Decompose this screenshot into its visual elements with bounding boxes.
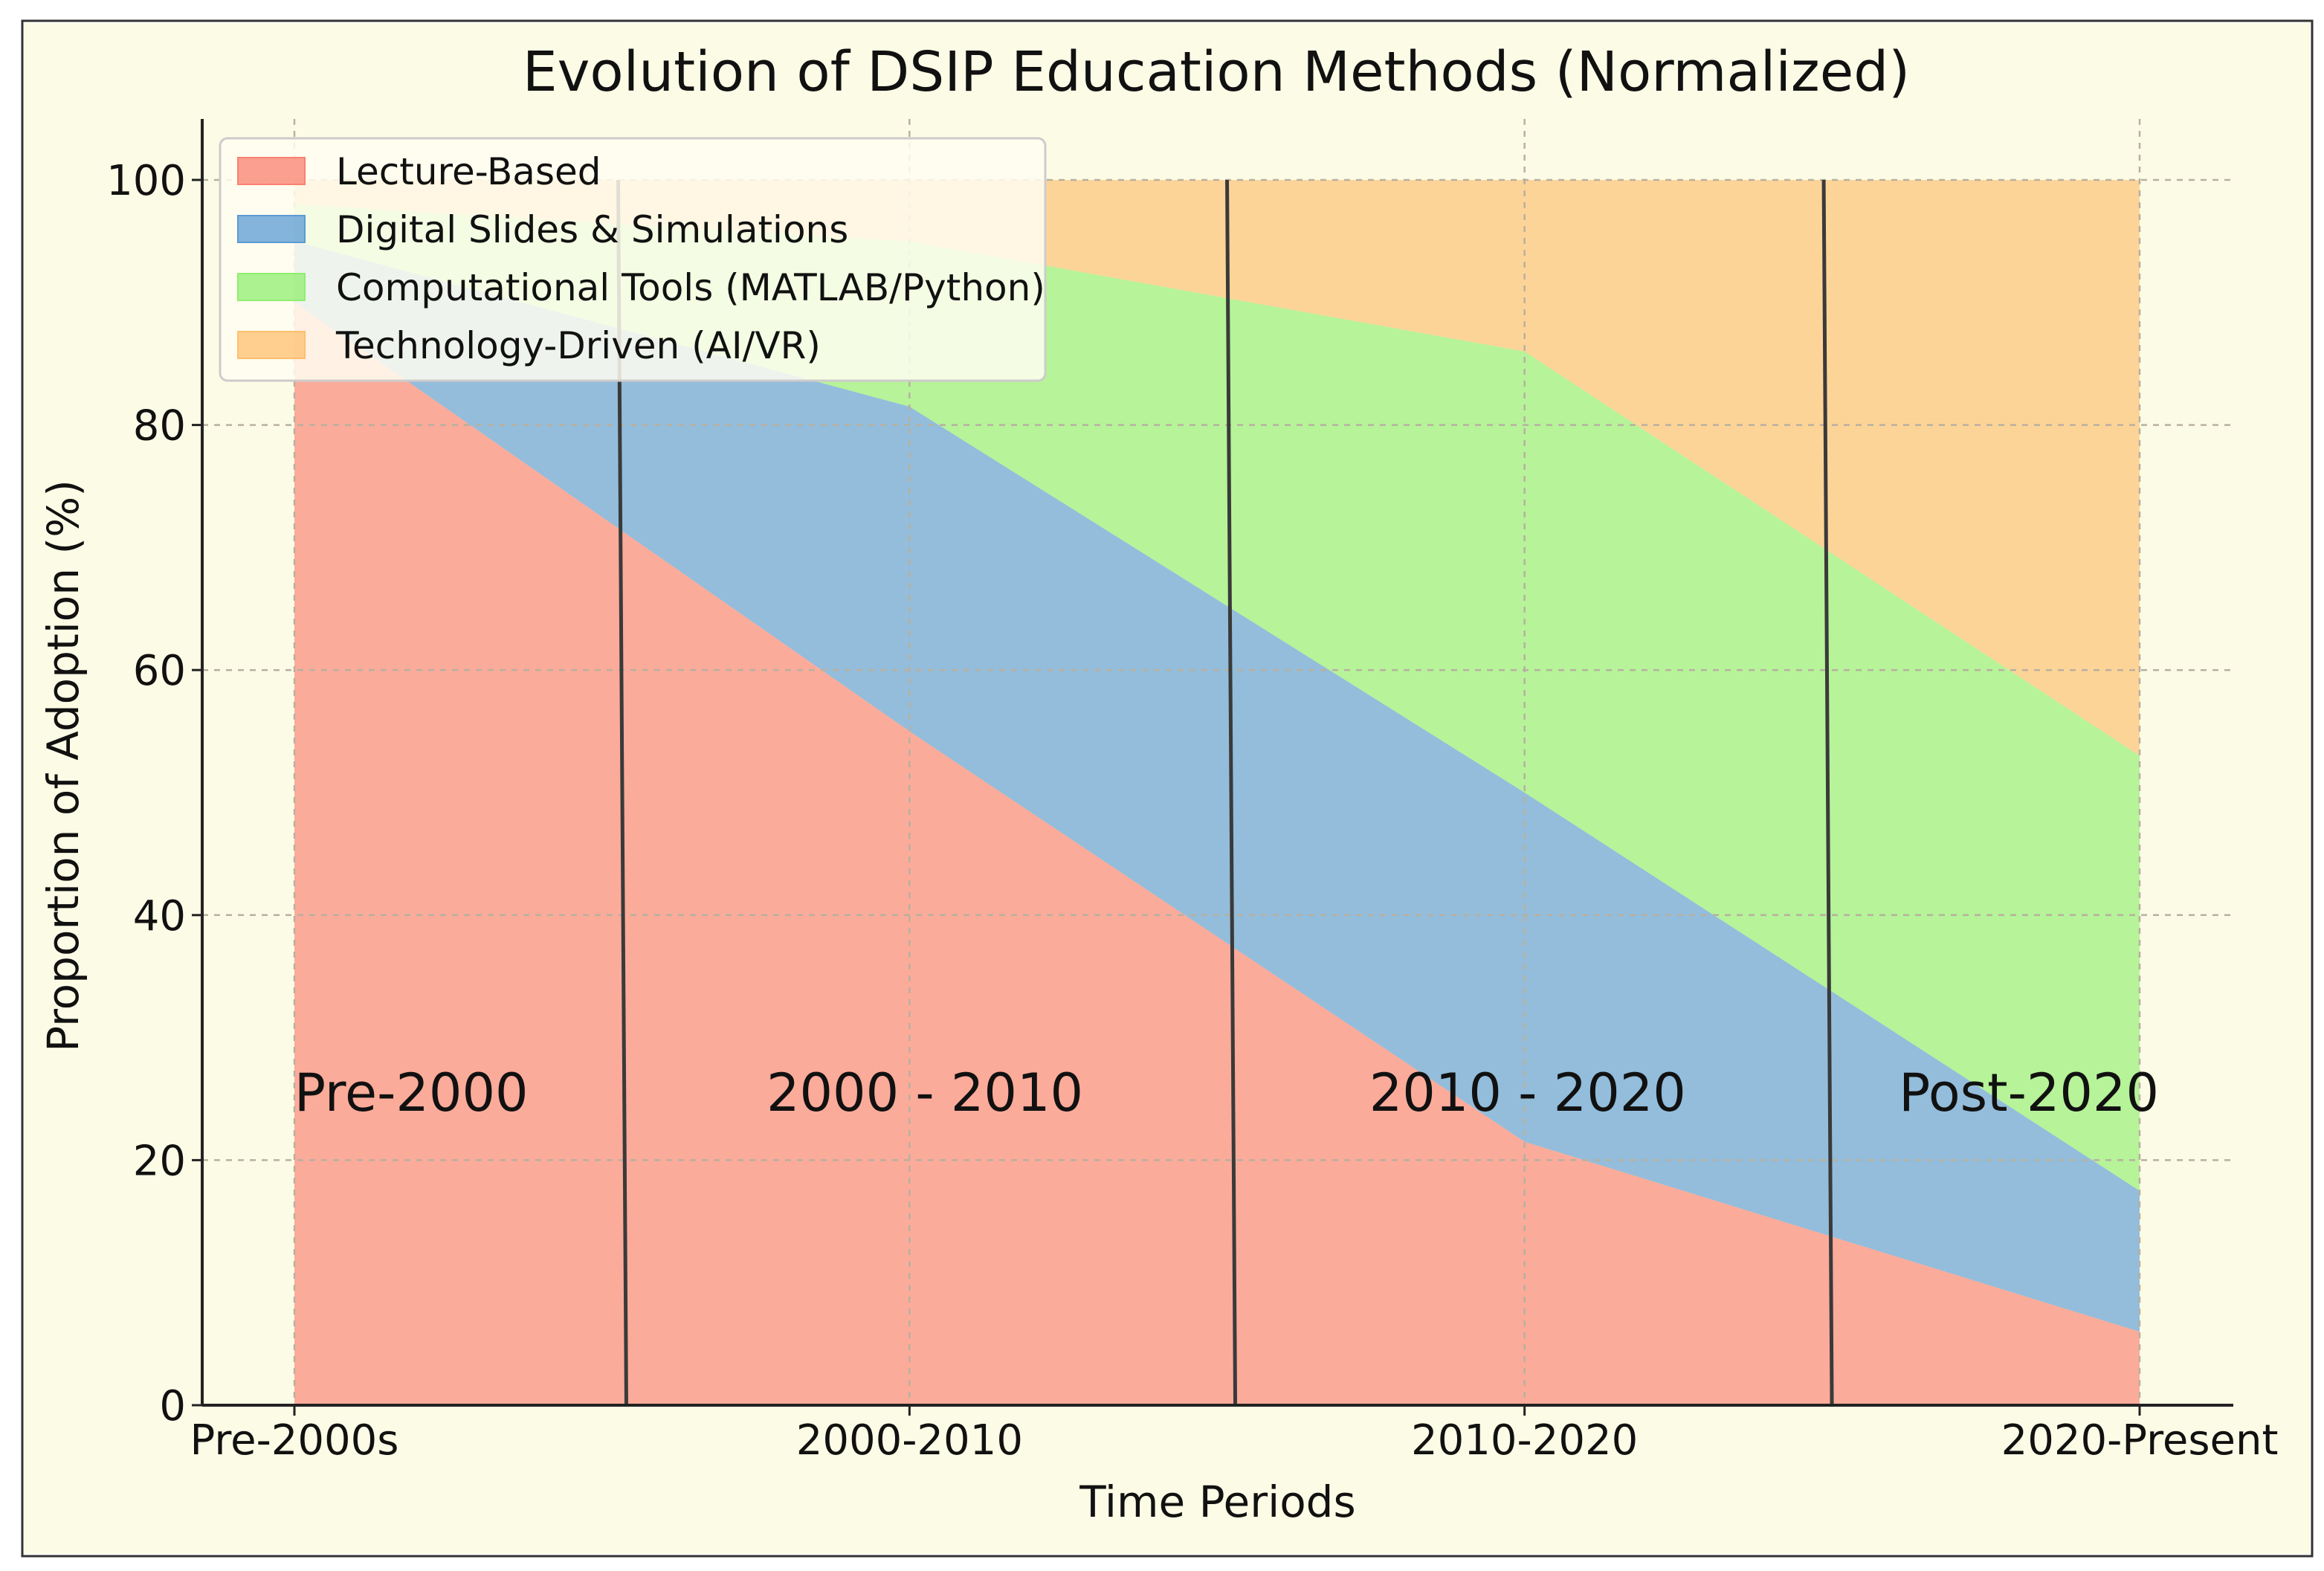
era-labels: Pre-2000 2000 - 2010 2010 - 2020 Post-2020 <box>294 1062 2159 1123</box>
era-divider-3 <box>1821 179 1834 1406</box>
legend-swatch-3 <box>237 273 306 301</box>
legend-swatch-2 <box>237 215 306 243</box>
legend: Lecture-Based Digital Slides & Simulation… <box>219 137 1047 382</box>
legend-box <box>219 137 1047 382</box>
area-series-3 <box>294 204 2140 1191</box>
y-axis-label: Proportion of Adoption (%) <box>38 480 88 1052</box>
era-dividers <box>616 179 1834 1406</box>
era-divider-2 <box>1225 179 1238 1406</box>
y-tick-label-60: 60 <box>133 647 186 695</box>
y-axis-ticks: 0 20 40 60 80 100 <box>106 157 202 1430</box>
area-series-1 <box>294 302 2140 1405</box>
era-label-2: 2000 - 2010 <box>766 1062 1083 1123</box>
chart-title: Evolution of DSIP Education Methods (Nor… <box>523 40 1910 104</box>
legend-label-3: Computational Tools (MATLAB/Python) <box>336 266 1045 309</box>
x-tick-label-2: 2000-2010 <box>796 1416 1023 1465</box>
stacked-areas <box>294 180 2140 1405</box>
era-label-4: Post-2020 <box>1899 1062 2159 1123</box>
legend-label-1: Lecture-Based <box>336 150 601 193</box>
x-tick-label-1: Pre-2000s <box>190 1416 399 1465</box>
x-tick-label-4: 2020-Present <box>2001 1416 2279 1465</box>
x-tick-label-3: 2010-2020 <box>1411 1416 1638 1465</box>
x-axis-label: Time Periods <box>1079 1477 1355 1527</box>
x-axis-ticks: Pre-2000s 2000-2010 2010-2020 2020-Present <box>190 1405 2279 1465</box>
area-series-2 <box>294 241 2140 1332</box>
legend-items: Lecture-Based Digital Slides & Simulation… <box>237 150 1045 367</box>
y-tick-label-20: 20 <box>133 1137 186 1185</box>
legend-swatch-1 <box>237 157 306 185</box>
legend-label-2: Digital Slides & Simulations <box>336 208 848 251</box>
legend-label-4: Technology-Driven (AI/VR) <box>335 324 821 367</box>
y-tick-label-80: 80 <box>133 402 186 451</box>
y-tick-label-100: 100 <box>106 157 186 205</box>
era-label-1: Pre-2000 <box>294 1062 529 1123</box>
era-divider-1 <box>616 179 628 1406</box>
y-tick-label-40: 40 <box>133 892 186 941</box>
area-series-4 <box>294 180 2140 756</box>
y-tick-label-0: 0 <box>159 1382 186 1430</box>
era-label-3: 2010 - 2020 <box>1369 1062 1686 1123</box>
legend-swatch-4 <box>237 331 306 359</box>
